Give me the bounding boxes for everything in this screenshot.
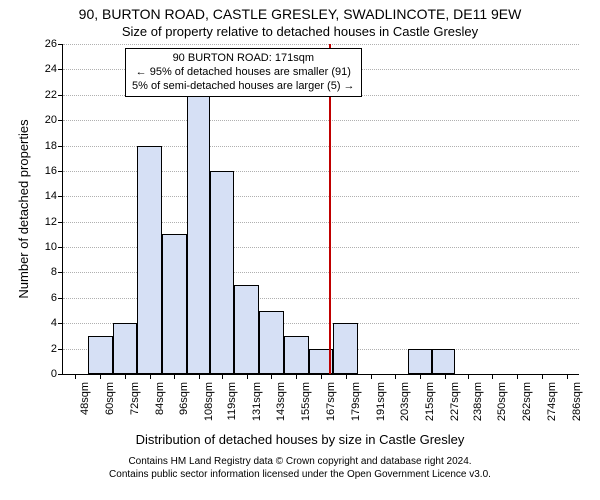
- y-tick-label: 2: [51, 343, 63, 355]
- histogram-bar: [408, 349, 433, 374]
- histogram-bar: [432, 349, 455, 374]
- x-tick: [296, 374, 297, 379]
- y-tick-label: 26: [45, 38, 63, 50]
- x-tick: [222, 374, 223, 379]
- x-tick: [517, 374, 518, 379]
- x-tick: [346, 374, 347, 379]
- chart-title: 90, BURTON ROAD, CASTLE GRESLEY, SWADLIN…: [0, 6, 600, 22]
- histogram-bar: [259, 311, 284, 374]
- chart-container: 90, BURTON ROAD, CASTLE GRESLEY, SWADLIN…: [0, 0, 600, 500]
- x-tick: [468, 374, 469, 379]
- x-tick-label: 191sqm: [375, 382, 387, 421]
- chart-subtitle: Size of property relative to detached ho…: [0, 24, 600, 39]
- annotation-line: 90 BURTON ROAD: 171sqm: [132, 52, 355, 66]
- histogram-bar: [284, 336, 309, 374]
- attribution-text: Contains HM Land Registry data © Crown c…: [0, 456, 600, 481]
- x-tick-label: 48sqm: [79, 382, 91, 415]
- histogram-bar: [113, 323, 138, 374]
- x-tick: [567, 374, 568, 379]
- x-tick-label: 143sqm: [275, 382, 287, 421]
- x-tick-label: 108sqm: [203, 382, 215, 421]
- y-tick-label: 12: [45, 216, 63, 228]
- x-tick: [271, 374, 272, 379]
- x-tick-label: 274sqm: [546, 382, 558, 421]
- attribution-line: Contains HM Land Registry data © Crown c…: [0, 456, 600, 469]
- gridline: [63, 44, 579, 45]
- x-tick-label: 286sqm: [571, 382, 583, 421]
- x-tick-label: 238sqm: [472, 382, 484, 421]
- x-axis-label: Distribution of detached houses by size …: [0, 432, 600, 447]
- x-tick: [125, 374, 126, 379]
- x-tick-label: 60sqm: [104, 382, 116, 415]
- attribution-line: Contains public sector information licen…: [0, 469, 600, 482]
- x-tick-label: 72sqm: [129, 382, 141, 415]
- x-tick: [371, 374, 372, 379]
- x-tick-label: 131sqm: [251, 382, 263, 421]
- histogram-bar: [187, 95, 210, 374]
- x-tick-label: 215sqm: [424, 382, 436, 421]
- y-tick-label: 18: [45, 140, 63, 152]
- x-tick: [445, 374, 446, 379]
- gridline: [63, 120, 579, 121]
- x-tick: [542, 374, 543, 379]
- x-tick-label: 96sqm: [178, 382, 190, 415]
- y-tick-label: 8: [51, 266, 63, 278]
- y-tick-label: 16: [45, 165, 63, 177]
- x-tick-label: 262sqm: [521, 382, 533, 421]
- x-tick-label: 84sqm: [154, 382, 166, 415]
- x-tick: [492, 374, 493, 379]
- x-tick: [420, 374, 421, 379]
- x-tick: [395, 374, 396, 379]
- x-tick: [150, 374, 151, 379]
- x-tick-label: 227sqm: [449, 382, 461, 421]
- histogram-bar: [234, 285, 259, 374]
- histogram-bar: [137, 146, 162, 374]
- x-tick: [247, 374, 248, 379]
- x-tick: [100, 374, 101, 379]
- histogram-bar: [88, 336, 113, 374]
- x-tick: [199, 374, 200, 379]
- histogram-bar: [210, 171, 235, 374]
- y-tick-label: 4: [51, 317, 63, 329]
- y-axis-label: Number of detached properties: [16, 119, 31, 298]
- y-tick-label: 10: [45, 241, 63, 253]
- x-tick: [174, 374, 175, 379]
- y-tick-label: 20: [45, 114, 63, 126]
- annotation-line: ← 95% of detached houses are smaller (91…: [132, 66, 355, 80]
- x-tick-label: 179sqm: [350, 382, 362, 421]
- x-tick: [75, 374, 76, 379]
- histogram-bar: [333, 323, 358, 374]
- x-tick-label: 203sqm: [399, 382, 411, 421]
- y-tick-label: 24: [45, 63, 63, 75]
- x-tick-label: 155sqm: [300, 382, 312, 421]
- x-tick: [321, 374, 322, 379]
- y-tick-label: 6: [51, 292, 63, 304]
- histogram-bar: [162, 234, 187, 374]
- y-tick-label: 0: [51, 368, 63, 380]
- x-tick-label: 250sqm: [496, 382, 508, 421]
- y-tick-label: 22: [45, 89, 63, 101]
- x-tick-label: 167sqm: [325, 382, 337, 421]
- x-tick-label: 119sqm: [226, 382, 238, 420]
- annotation-line: 5% of semi-detached houses are larger (5…: [132, 80, 355, 94]
- plot-area: 0246810121416182022242648sqm60sqm72sqm84…: [62, 44, 579, 375]
- y-tick-label: 14: [45, 190, 63, 202]
- annotation-box: 90 BURTON ROAD: 171sqm ← 95% of detached…: [125, 48, 362, 97]
